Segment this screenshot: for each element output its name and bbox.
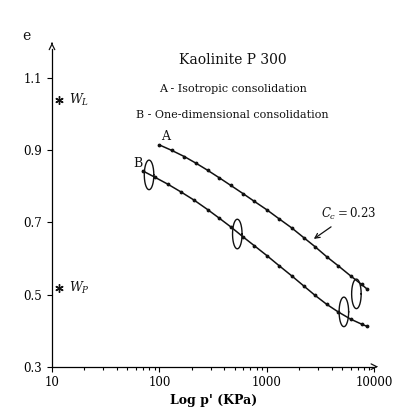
Text: B - One-dimensional consolidation: B - One-dimensional consolidation: [136, 110, 329, 120]
Text: $W_L$: $W_L$: [69, 92, 89, 108]
X-axis label: Log p' (KPa): Log p' (KPa): [170, 393, 257, 407]
Text: $C_c = 0.23$: $C_c = 0.23$: [315, 206, 376, 238]
Text: B: B: [133, 157, 143, 170]
Text: A: A: [161, 130, 171, 143]
Text: $W_P$: $W_P$: [69, 280, 90, 296]
Text: e: e: [22, 29, 30, 43]
Text: Kaolinite P 300: Kaolinite P 300: [179, 53, 286, 67]
Text: A - Isotropic consolidation: A - Isotropic consolidation: [158, 84, 307, 94]
